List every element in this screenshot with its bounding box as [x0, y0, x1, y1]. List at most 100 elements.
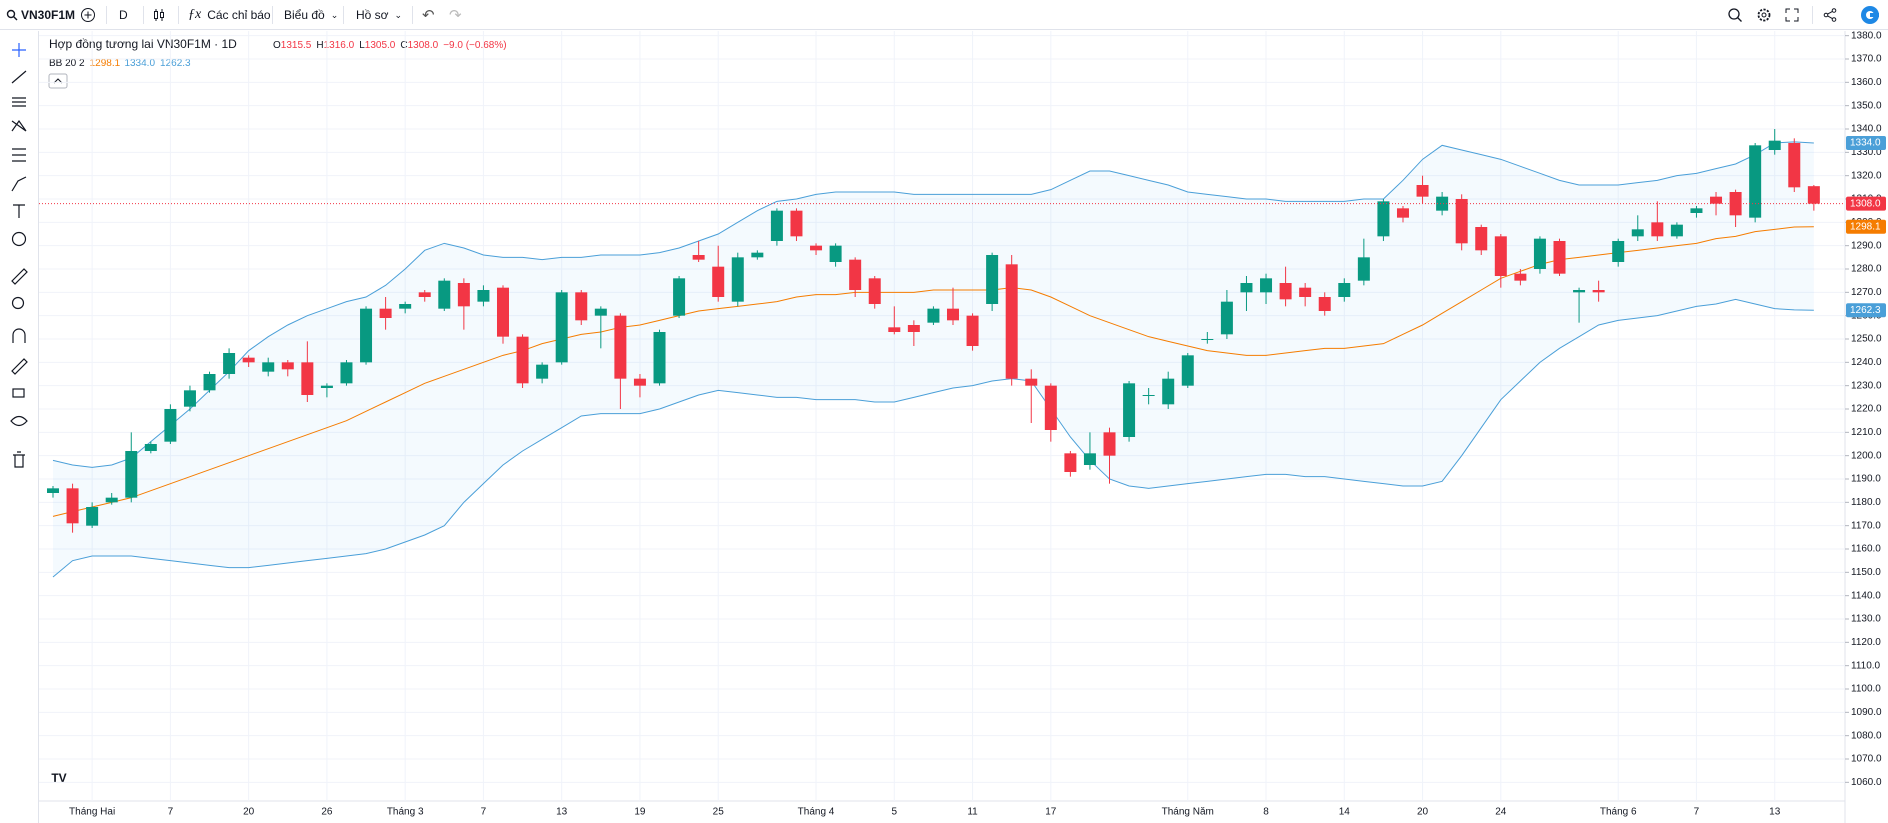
price-tag-label: 1334.0 — [1850, 138, 1881, 149]
candle-icon — [154, 9, 164, 21]
y-tick-label: 1160.0 — [1851, 544, 1881, 555]
ohlc-key: O — [273, 40, 281, 51]
price-tags: 1298.1 1334.0 1262.3 1308.0 — [39, 136, 1886, 318]
chart-type-label: Biểu đồ — [284, 8, 325, 22]
y-tick-label: 1280.0 — [1851, 264, 1882, 275]
undo-button[interactable]: ↶ — [422, 7, 435, 24]
y-tick-label: 1290.0 — [1851, 240, 1882, 251]
candle-body — [1357, 257, 1370, 281]
candle-body — [399, 304, 412, 309]
visibility-tool[interactable] — [10, 415, 28, 427]
y-tick-label: 1240.0 — [1851, 357, 1882, 368]
y-tick-label: 1090.0 — [1851, 707, 1882, 718]
candle-body — [1553, 241, 1566, 274]
indicators-button[interactable]: ƒx Các chỉ báo — [188, 0, 271, 30]
price-tag — [1846, 303, 1886, 318]
candle-body — [1005, 264, 1018, 379]
y-tick-label: 1130.0 — [1851, 614, 1881, 625]
logo — [47, 768, 71, 790]
y-tick-label: 1140.0 — [1851, 590, 1881, 601]
candle-body — [164, 409, 177, 442]
indicators-label: Các chỉ báo — [207, 8, 271, 22]
candle-body — [1377, 201, 1390, 237]
chart-title: Hợp đồng tương lai VN30F1M · 1D — [49, 37, 237, 51]
candle-body — [457, 283, 470, 307]
x-tick-label: 7 — [1694, 807, 1700, 818]
separator — [272, 6, 273, 24]
logo-mark: TV — [51, 771, 66, 785]
interval-button[interactable]: D — [119, 8, 128, 22]
candle-body — [1749, 145, 1762, 218]
trend-line-tool[interactable] — [11, 70, 27, 84]
price-tag — [1846, 219, 1886, 234]
candle-body — [868, 278, 881, 304]
candle-body — [418, 292, 431, 297]
symbol-search[interactable]: VN30F1M — [6, 0, 75, 30]
symbol: VN30F1M — [21, 8, 76, 22]
candle-body — [1318, 297, 1331, 311]
separator — [106, 6, 107, 24]
y-tick-label: 1070.0 — [1851, 754, 1882, 765]
candle-body — [281, 362, 294, 370]
price-tag-label: 1308.0 — [1850, 198, 1881, 209]
fullscreen-button[interactable] — [1784, 0, 1800, 30]
y-tick-label: 1360.0 — [1851, 77, 1882, 88]
y-tick-label: 1210.0 — [1851, 427, 1882, 438]
share-button[interactable] — [1822, 0, 1838, 30]
candle-body — [770, 210, 783, 241]
candle-body — [1416, 185, 1429, 197]
y-tick-label: 1080.0 — [1851, 730, 1882, 741]
emoji-tool[interactable] — [11, 231, 27, 247]
y-tick-label: 1150.0 — [1851, 567, 1881, 578]
collapse-button[interactable] — [48, 73, 68, 89]
chart-type-button[interactable]: Biểu đồ ⌄ — [284, 0, 338, 30]
ohlc-key: H — [316, 40, 323, 51]
candle-body — [751, 252, 764, 258]
ohlc-value: 1315.5 — [281, 40, 312, 51]
brush-tool[interactable] — [11, 176, 27, 192]
fib-tool[interactable] — [12, 148, 26, 162]
magnet-tool[interactable] — [12, 328, 26, 343]
y-tick-label: 1270.0 — [1851, 287, 1882, 298]
candle-body — [340, 362, 353, 384]
delete-tool[interactable] — [13, 451, 25, 468]
candle-body — [849, 259, 862, 290]
x-tick-label: 11 — [967, 807, 978, 818]
chart-style-button[interactable] — [152, 0, 168, 30]
indicator-value: 1334.0 — [124, 58, 155, 69]
dropdown-caret: ⌄ — [330, 9, 339, 20]
crosshair-tool[interactable] — [12, 43, 26, 57]
ruler-tool[interactable] — [11, 268, 28, 285]
share-icon — [1823, 8, 1837, 22]
candle-body — [692, 255, 705, 260]
parallel-tool[interactable] — [12, 97, 26, 107]
pattern-tool[interactable] — [11, 119, 27, 132]
candle-body — [1025, 378, 1038, 386]
zoom-tool[interactable] — [11, 296, 25, 310]
x-tick-label: Tháng 3 — [387, 807, 424, 818]
x-tick-label: Tháng 6 — [1600, 807, 1637, 818]
lock-drawing-tool[interactable] — [11, 358, 28, 375]
x-tick-label: 26 — [321, 807, 333, 818]
x-tick-label: 14 — [1339, 807, 1351, 818]
candle-body — [555, 292, 568, 363]
layout-button[interactable]: Hồ sơ ⌄ — [356, 0, 402, 30]
candle-body — [1201, 339, 1214, 340]
candle-body — [810, 245, 823, 251]
x-tick-label: Tháng Hai — [69, 807, 115, 818]
y-tick-label: 1350.0 — [1851, 100, 1882, 111]
redo-button[interactable]: ↷ — [449, 7, 462, 24]
text-tool[interactable] — [13, 204, 25, 218]
candle-body — [242, 357, 255, 363]
compare-button[interactable] — [80, 0, 96, 30]
candle-body — [1142, 395, 1155, 396]
zoom-button[interactable] — [1727, 0, 1743, 30]
settings-button[interactable] — [1756, 0, 1772, 30]
candle-body — [1514, 273, 1527, 281]
chart: Hợp đồng tương lai VN30F1M · 1D O1315.5 H… — [39, 31, 1886, 823]
brand-button[interactable] — [1860, 0, 1880, 30]
candle-body — [927, 308, 940, 323]
candle-body — [1729, 192, 1742, 216]
lock-tool[interactable] — [12, 388, 25, 398]
